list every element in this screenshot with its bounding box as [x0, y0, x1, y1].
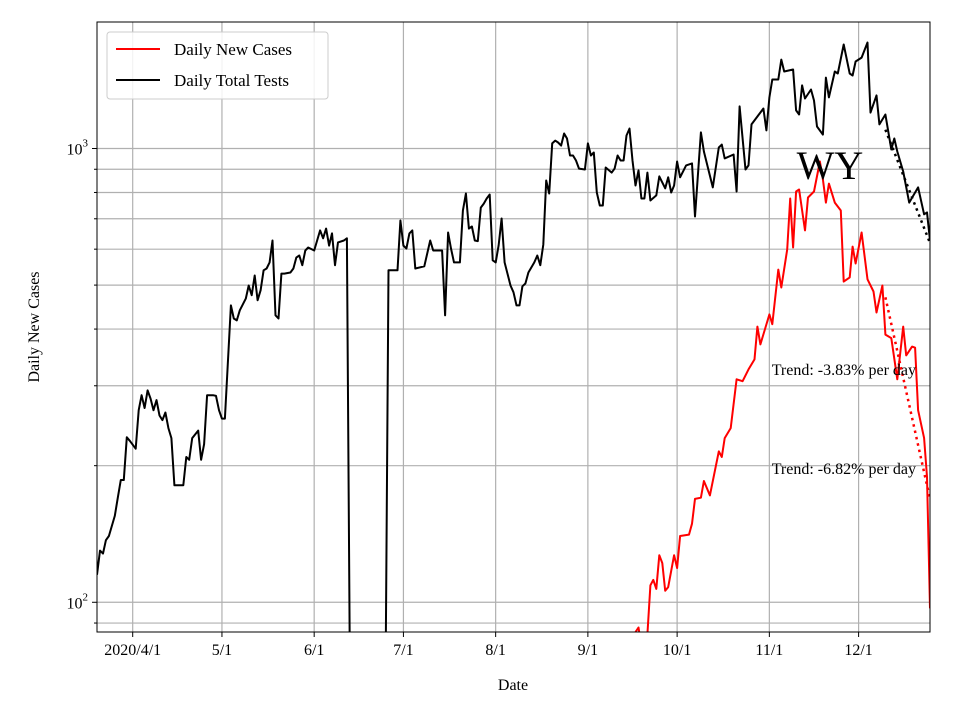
- trend-label-cases: Trend: -6.82% per day: [772, 461, 916, 478]
- y-tick-label: 102: [67, 591, 89, 612]
- y-tick-label: 103: [67, 137, 89, 158]
- x-tick-label: 8/1: [485, 642, 505, 659]
- legend-label-daily-new-cases: Daily New Cases: [174, 40, 292, 59]
- x-axis: 2020/4/1 5/1 6/1 7/1 8/1 9/1 10/1 11/1 12/1: [104, 632, 873, 659]
- x-tick-label: 9/1: [578, 642, 598, 659]
- plot-frame: [96, 21, 931, 633]
- series-line-daily-total-tests: [97, 41, 930, 632]
- state-annotation: WY: [797, 143, 864, 188]
- trend-line-cases: [884, 297, 930, 500]
- legend-label-daily-total-tests: Daily Total Tests: [174, 71, 289, 90]
- x-tick-label: 2020/4/1: [104, 642, 161, 659]
- x-tick-label: 12/1: [844, 642, 872, 659]
- trend-label-tests: Trend: -3.83% per day: [772, 362, 916, 379]
- series-layer: [97, 41, 930, 632]
- x-tick-label: 10/1: [663, 642, 691, 659]
- y-tick-exponent: 2: [83, 591, 89, 603]
- grid: [97, 22, 930, 632]
- x-tick-label: 7/1: [393, 642, 413, 659]
- y-axis-label: Daily New Cases: [26, 271, 43, 382]
- legend-box: [106, 31, 329, 100]
- x-tick-label: 11/1: [755, 642, 783, 659]
- trend-line-tests: [884, 129, 930, 244]
- legend: Daily New Cases Daily Total Tests: [106, 31, 329, 100]
- x-axis-label: Date: [498, 677, 528, 694]
- x-tick-label: 5/1: [212, 642, 232, 659]
- series-line-daily-new-cases: [634, 160, 930, 632]
- y-tick-base: 10: [67, 595, 83, 612]
- y-tick-base: 10: [67, 141, 83, 158]
- x-tick-label: 6/1: [304, 642, 324, 659]
- y-tick-exponent: 3: [83, 137, 89, 149]
